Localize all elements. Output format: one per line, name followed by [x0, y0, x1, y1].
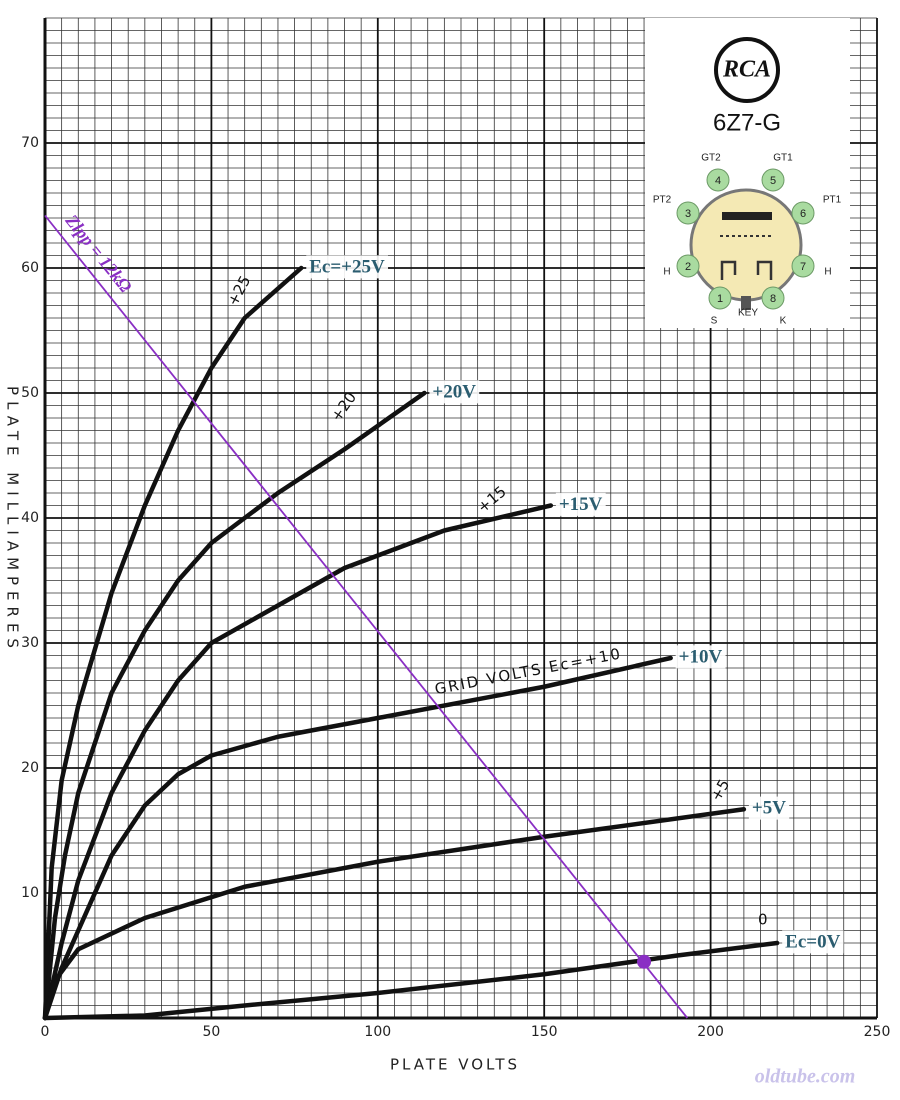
pin-label: GT2 — [701, 153, 721, 164]
series-label: Ec=+25V — [309, 256, 385, 277]
series-label: +20V — [432, 381, 476, 402]
plate-curve — [42, 655, 673, 1021]
curve-annotation: 0 — [758, 911, 768, 929]
series-label-background — [748, 796, 790, 820]
tube-model: 6Z7-G — [713, 109, 781, 136]
operating-point — [637, 954, 652, 969]
tube-inset: RCA 6Z7-G 1 S 2 H 3 PT2 4 GT2 5 GT1 6 PT1 7 H 8K KEY — [645, 18, 850, 328]
pin-label: PT1 — [823, 195, 842, 206]
x-tick-label: 50 — [202, 1024, 220, 1040]
y-tick-label: 40 — [21, 510, 39, 526]
pin — [676, 201, 700, 225]
series-label: +15V — [559, 494, 603, 515]
series-label: Ec=0V — [785, 931, 840, 952]
tube-envelope — [689, 188, 803, 302]
y-tick-label: 30 — [21, 635, 39, 651]
series-label: +5V — [752, 798, 786, 819]
series-label-background — [429, 380, 480, 404]
brand-logo: RCA — [722, 57, 771, 83]
pin-number: 7 — [800, 261, 806, 273]
pin — [676, 254, 700, 278]
y-tick-label: 60 — [21, 260, 39, 276]
pin — [761, 168, 785, 192]
pin-label: GT1 — [773, 153, 793, 164]
y-tick-label: 20 — [21, 760, 39, 776]
plate-curve — [42, 807, 747, 1021]
watermark: oldtube.com — [755, 1066, 856, 1088]
pin-number: 4 — [715, 175, 721, 187]
y-tick-label: 50 — [21, 385, 39, 401]
pin-label: H — [824, 267, 831, 278]
logo-ring — [714, 37, 780, 103]
x-tick-label: 0 — [41, 1024, 50, 1040]
series-label-background — [675, 645, 726, 669]
key — [741, 296, 751, 310]
x-tick-label: 250 — [864, 1024, 891, 1040]
pin-number: 5 — [770, 175, 776, 187]
heater — [720, 260, 773, 280]
x-tick-label: 200 — [697, 1024, 724, 1040]
pin-label: K — [780, 316, 787, 327]
plate-electrodes — [722, 212, 772, 220]
y-axis-title: PLATE MILLIAMPERES — [4, 386, 22, 654]
pin — [708, 286, 732, 310]
series-label-background — [555, 492, 606, 516]
plate-curve — [42, 503, 554, 1021]
load-line — [44, 214, 689, 1019]
pin — [791, 254, 815, 278]
y-tick-label: 10 — [21, 885, 39, 901]
pin-number: 8 — [770, 293, 776, 305]
key-label: KEY — [738, 308, 758, 319]
y-tick-label: 70 — [21, 135, 39, 151]
pin — [791, 201, 815, 225]
x-tick-label: 150 — [531, 1024, 558, 1040]
pin-number: 1 — [717, 293, 723, 305]
series-label: +10V — [679, 646, 723, 667]
pin — [761, 286, 785, 310]
pin — [706, 168, 730, 192]
series-label-background — [782, 930, 844, 954]
x-axis-title: PLATE VOLTS — [390, 1056, 520, 1074]
series-label-background — [306, 255, 389, 279]
plate-curve — [42, 390, 427, 1021]
x-tick-label: 100 — [364, 1024, 391, 1040]
pin-number: 3 — [685, 208, 691, 220]
pin-label: S — [711, 316, 718, 327]
pin-label: H — [663, 267, 670, 278]
pin-label: PT2 — [653, 195, 672, 206]
pin-number: 2 — [685, 261, 691, 273]
pin-number: 6 — [800, 208, 806, 220]
plate-curve — [42, 265, 304, 1021]
plate-curve — [42, 940, 780, 1021]
